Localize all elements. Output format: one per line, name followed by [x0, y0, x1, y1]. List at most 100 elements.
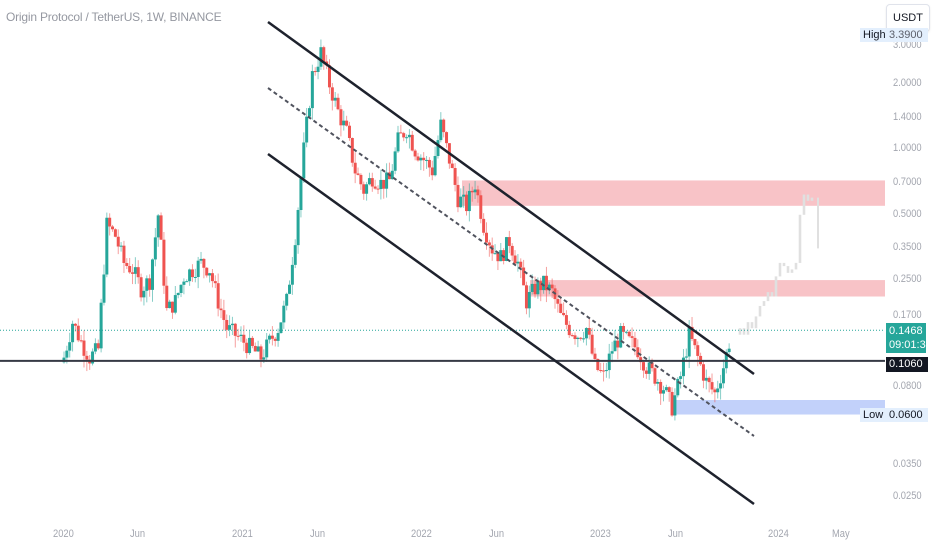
- candle-body: [327, 65, 331, 88]
- projection-bar: [778, 262, 782, 277]
- candle-body: [205, 267, 209, 276]
- price-tick-label: 0.0350: [893, 458, 922, 471]
- candle-body: [442, 119, 446, 133]
- time-tick-label: Jun: [668, 528, 684, 540]
- candle-body: [419, 157, 423, 161]
- candle-body: [293, 245, 297, 265]
- candle-body: [170, 301, 174, 313]
- candle-body: [616, 340, 620, 348]
- candle-body: [430, 167, 434, 176]
- candle-body: [436, 140, 440, 157]
- candle-body: [350, 138, 354, 163]
- projection-bar: [790, 269, 794, 273]
- candle-body: [530, 283, 534, 292]
- candle-body: [131, 272, 135, 274]
- candle-body: [544, 275, 548, 291]
- candle-body: [516, 261, 520, 264]
- projection-bar: [750, 322, 754, 329]
- candle-body: [111, 226, 115, 230]
- projection-bar: [758, 305, 762, 317]
- candle-body: [162, 239, 166, 286]
- candle-body: [345, 120, 349, 126]
- candle-body: [305, 116, 309, 143]
- time-tick-label: 2024: [768, 528, 789, 540]
- candle-body: [236, 335, 240, 337]
- candle-body: [727, 348, 731, 353]
- candle-body: [245, 342, 249, 354]
- candle-body: [564, 315, 568, 325]
- candle-body: [393, 151, 397, 171]
- candle-body: [202, 258, 206, 268]
- price-tick-label: 0.7000: [893, 176, 922, 189]
- candle-body: [336, 97, 340, 110]
- candle-body: [562, 312, 566, 316]
- candle-body: [165, 285, 169, 309]
- candle-body: [602, 370, 606, 372]
- candle-body: [459, 196, 463, 208]
- candle-body: [347, 125, 351, 139]
- candle-body: [73, 323, 77, 326]
- candle-body: [296, 210, 300, 246]
- projection-bar: [754, 316, 758, 329]
- price-tick-label: 1.0000: [893, 142, 922, 155]
- candle-body: [288, 284, 292, 294]
- candle-body: [647, 362, 651, 374]
- candle-body: [439, 119, 443, 141]
- candle-body: [108, 217, 112, 227]
- candle-body: [339, 109, 343, 126]
- candle-body: [116, 236, 120, 247]
- candle-body: [653, 368, 657, 384]
- candle-body: [470, 190, 474, 193]
- candle-body: [504, 237, 508, 261]
- candle-body: [584, 328, 588, 339]
- candle-body: [76, 325, 80, 341]
- candle-body: [233, 323, 237, 336]
- candle-body: [319, 47, 323, 67]
- candle-body: [573, 335, 577, 340]
- support-zone: [675, 400, 885, 415]
- price-tick-label: 1.4000: [893, 110, 922, 123]
- candle-body: [422, 157, 426, 161]
- candle-body: [379, 179, 383, 190]
- candle-body: [550, 284, 554, 289]
- candle-body: [299, 178, 303, 211]
- candle-body: [259, 346, 263, 360]
- candle-body: [479, 195, 483, 219]
- candle-body: [416, 156, 420, 161]
- price-tick-label: 3.0000: [893, 39, 922, 51]
- candle-body: [450, 163, 454, 169]
- candle-body: [179, 284, 183, 293]
- candle-body: [405, 137, 409, 139]
- candle-body: [493, 253, 497, 255]
- candle-body: [193, 276, 197, 278]
- candle-body: [239, 334, 243, 337]
- candle-body: [679, 376, 683, 379]
- candle-body: [576, 337, 580, 340]
- projection-bar: [762, 301, 766, 306]
- candle-body: [68, 342, 72, 351]
- candle-body: [85, 355, 89, 360]
- candle-body: [633, 337, 637, 348]
- candle-body: [182, 281, 186, 285]
- candle-body: [248, 337, 252, 354]
- level-price-tag: 0.1060: [886, 357, 928, 372]
- candle-body: [619, 326, 623, 348]
- candle-body: [270, 335, 274, 339]
- resistance-lower-zone: [530, 280, 885, 297]
- channel-lower-trendline: [267, 152, 755, 506]
- candle-body: [407, 134, 411, 138]
- candle-body: [273, 338, 277, 341]
- candle-body: [465, 194, 469, 212]
- price-chart[interactable]: [0, 0, 885, 520]
- candle-body: [687, 326, 691, 357]
- candle-body: [396, 132, 400, 152]
- candle-body: [496, 253, 500, 262]
- candle-body: [290, 264, 294, 285]
- price-tick-label: 0.0250: [893, 490, 922, 502]
- price-tick-label: 2.0000: [893, 77, 922, 90]
- candle-body: [536, 281, 540, 295]
- candle-body: [322, 47, 326, 62]
- candle-body: [604, 370, 608, 372]
- candle-body: [673, 395, 677, 416]
- candle-body: [105, 217, 109, 275]
